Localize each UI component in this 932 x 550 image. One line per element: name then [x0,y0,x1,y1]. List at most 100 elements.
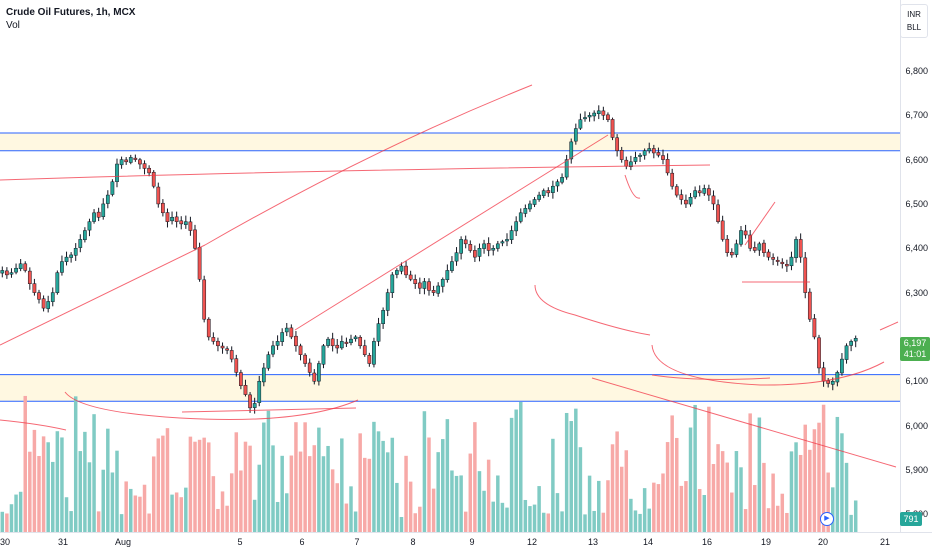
candle-body [417,282,422,289]
candle-body [835,372,840,383]
volume-bar [473,422,477,532]
volume-bar [684,481,688,532]
price-tick-label: 6,700 [905,110,928,121]
candle-body [165,212,170,222]
candle-body [656,152,661,156]
volume-bar [803,424,807,532]
volume-bar [229,473,234,532]
volume-bar [330,469,335,532]
time-tick-label: 13 [587,537,599,547]
candle-body [734,243,739,255]
volume-bar [739,467,743,532]
volume-bar [656,484,661,532]
volume-bar [220,491,225,532]
candle-body [775,259,780,262]
volume-bar [156,438,161,532]
candle-body [844,345,849,360]
volume-bar [138,496,142,532]
candle-body [193,229,197,249]
candle-body [294,335,298,347]
trend-drawing [181,407,357,413]
volume-bar [0,511,5,532]
candle-body [170,216,174,222]
volume-bar [110,472,115,532]
volume-bar [96,511,101,532]
candle-body [78,239,83,248]
symbol-title[interactable]: Crude Oil Futures, 1h, MCX [6,7,136,18]
volume-bar [652,482,656,532]
candle-body [537,194,541,200]
volume-bar [592,510,596,532]
price-axis[interactable]: 6,9006,8006,7006,6006,5006,4006,3006,100… [900,0,932,532]
volume-bar [519,401,523,532]
candle-body [514,221,519,232]
volume-bar [344,503,349,532]
candle-body [573,128,578,142]
candle-body [73,248,78,256]
candle-body [64,256,69,262]
volume-indicator-label[interactable]: Vol [6,20,20,31]
currency-unit-button[interactable]: INR BLL [900,4,928,38]
volume-bar [119,514,124,532]
candle-body [720,220,725,240]
volume-bar [14,494,18,532]
volume-bar [537,486,541,532]
volume-bar [225,505,229,532]
volume-bar [647,508,651,532]
volume-bar [514,409,518,532]
chart-area[interactable]: Crude Oil Futures, 1h, MCX Vol ▶ [0,0,900,532]
currency-label: INR [907,10,921,19]
candle-body [9,272,14,275]
volume-bar [5,513,9,532]
candle-body [142,163,147,169]
volume-bar [193,441,197,532]
volume-bar [367,458,372,532]
candle-body [133,157,138,160]
candle-body [560,177,564,183]
candle-body [317,363,321,382]
volume-bar [321,456,326,532]
volume-bar [294,422,298,532]
time-axis[interactable]: 30 31 Aug 5 6 7 8 9 12 13 14 16 19 20 21 [0,532,932,550]
volume-bar [28,451,32,532]
candle-body [684,199,688,205]
volume-bar [757,417,762,532]
candle-body [431,290,436,293]
candle-body [551,185,555,193]
candle-body [60,261,64,273]
volume-bar [87,462,92,532]
trend-drawing [591,377,897,468]
volume-bar [41,436,46,532]
candle-body [780,261,785,265]
candle-body [367,355,372,364]
volume-bar [716,444,720,532]
candle-body [762,242,766,253]
volume-bar [307,456,312,532]
volume-bar [670,415,674,532]
volume-bar [395,482,399,532]
trend-drawing [0,244,206,346]
volume-bar [363,457,367,532]
volume-bar [335,483,339,532]
candle-body [220,345,225,349]
replay-button[interactable]: ▶ [820,512,834,526]
candle-body [206,318,211,338]
volume-bar [564,412,569,532]
price-chart[interactable] [0,0,900,532]
candle-body [606,114,610,120]
volume-bar [202,437,206,532]
candle-body [390,274,395,293]
trend-drawing [204,84,533,246]
candle-body [592,112,597,117]
candle-body [110,181,115,195]
candle-body [596,110,601,114]
candle-body [500,241,505,244]
volume-bar [771,473,775,532]
candle-body [266,354,271,369]
candle-body [427,281,431,291]
candle-body [0,270,5,274]
candle-body [188,221,193,231]
volume-bar [174,492,179,532]
candle-body [459,239,463,254]
candle-body [711,195,716,205]
